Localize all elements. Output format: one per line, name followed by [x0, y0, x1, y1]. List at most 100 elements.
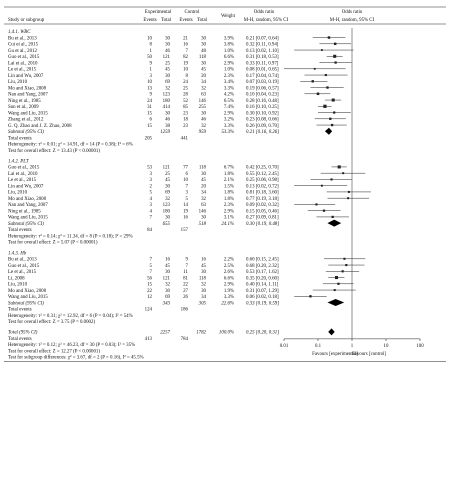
g0-study-11-events-exp: 31 — [147, 105, 152, 110]
g0-study-11-name: Sun et al., 2009 — [8, 105, 39, 110]
g1-study-1-name: Lai et al., 2010 — [8, 172, 38, 177]
g0-study-11-or-ci: 0.16 [0.10, 0.25] — [246, 105, 279, 110]
subgroup-1-diamond — [327, 219, 342, 227]
g2-study-3-total-exp: 121 — [163, 276, 171, 281]
g1-study-1-or-ci: 0.55 [0.12, 2.45] — [246, 172, 279, 177]
g2-study-4-point — [337, 282, 340, 285]
g0-study-9-total-exp: 123 — [163, 93, 171, 98]
g0-study-8-total-ctl: 32 — [201, 86, 206, 91]
total-events-label: Total events — [8, 337, 32, 342]
g0-study-7-weight: 3.4% — [224, 80, 234, 85]
g1-study-0-weight: 6.7% — [224, 166, 234, 171]
g0-study-5-or-ci: 0.08 [0.01, 0.65] — [246, 68, 279, 73]
g0-study-5-point — [313, 67, 316, 70]
g0-study-13-total-ctl: 46 — [201, 118, 206, 123]
g2-study-4-total-exp: 32 — [165, 283, 170, 288]
g0-study-5-name: Le et al., 2015 — [8, 68, 37, 73]
g2-study-0-or-ci: 0.60 [0.15, 2.45] — [246, 258, 279, 263]
g0-study-7-point — [311, 80, 314, 83]
subgroup-1-total-events-ctl: 157 — [181, 228, 189, 233]
g1-study-1-total-ctl: 30 — [201, 172, 206, 177]
g1-study-3-events-exp: 2 — [150, 184, 153, 189]
total-weight: 100.0% — [219, 331, 234, 336]
total-total-ctl: 1782 — [196, 331, 206, 336]
g2-study-1-events-exp: 5 — [150, 264, 153, 269]
g0-study-6-total-ctl: 20 — [201, 74, 206, 79]
subgroup-0-label: 1.4.1. WBC — [8, 30, 31, 35]
subgroup-0-subtotal-label: Subtotal (95% CI) — [8, 130, 44, 135]
g0-study-10-total-exp: 180 — [163, 99, 171, 104]
g0-study-14-total-exp: 38 — [165, 124, 170, 129]
g1-study-5-total-ctl: 32 — [201, 197, 206, 202]
header-study: Study or subgroup — [8, 18, 45, 23]
g0-study-9-name: Nan and Yang, 2007 — [8, 93, 48, 98]
g2-study-3-weight: 6.6% — [224, 276, 234, 281]
g2-study-1-point — [345, 263, 348, 267]
g0-study-7-total-exp: 69 — [165, 80, 170, 85]
g0-study-8-events-ctl: 25 — [183, 86, 188, 91]
g1-study-8-total-ctl: 30 — [201, 216, 206, 221]
g0-study-13-weight: 3.2% — [224, 118, 234, 123]
g2-study-6-point — [309, 295, 312, 298]
g1-study-8-or-ci: 0.27 [0.09, 0.81] — [246, 216, 279, 221]
g2-study-3-name: Li, 2008 — [8, 276, 25, 281]
g1-study-0-events-ctl: 77 — [183, 166, 188, 171]
header-events-exp: Events — [143, 18, 156, 23]
g1-study-1-total-exp: 25 — [165, 172, 170, 177]
x-tick-label-0: 0.01 — [280, 344, 289, 349]
g1-study-5-total-exp: 32 — [165, 197, 170, 202]
g0-study-9-or-ci: 0.10 [0.04, 0.23] — [246, 93, 279, 98]
g1-study-6-total-exp: 123 — [163, 203, 171, 208]
g0-study-10-events-ctl: 52 — [183, 99, 188, 104]
g0-study-6-weight: 2.3% — [224, 74, 234, 79]
total-events-ctl: 784 — [181, 337, 189, 342]
subgroup-1-subtotal-label: Subtotal (95% CI) — [8, 222, 44, 227]
g1-study-7-name: Ning et al., 1985 — [8, 209, 41, 214]
g0-study-0-or-ci: 0.21 [0.07, 0.64] — [246, 36, 279, 41]
g2-study-5-events-exp: 22 — [147, 289, 152, 294]
subgroup-2-subtotal-total-exp: 343 — [163, 301, 171, 306]
g0-study-14-total-ctl: 32 — [201, 124, 206, 129]
g0-study-12-weight: 2.9% — [224, 111, 234, 116]
g0-study-0-total-ctl: 30 — [201, 36, 206, 41]
g2-study-0-events-ctl: 9 — [186, 258, 189, 263]
subgroup-0-subtotal-or-ci: 0.21 [0.16, 0.26] — [246, 130, 279, 135]
subgroup-2-overall-effect: Test for overall effect: Z = 3.75 (P = 0… — [8, 320, 95, 325]
g2-study-2-total-ctl: 30 — [201, 270, 206, 275]
g0-study-10-events-exp: 24 — [147, 99, 152, 104]
g0-study-1-name: Cui et al., 2015 — [8, 43, 39, 48]
g0-study-4-total-exp: 25 — [165, 61, 170, 66]
total-diamond — [328, 328, 335, 336]
g1-study-2-point — [330, 178, 333, 181]
total-overall-effect: Test for overall effect: Z = 12.27 (P < … — [8, 349, 100, 354]
g1-study-8-point — [331, 215, 334, 219]
g0-study-0-total-exp: 30 — [165, 36, 170, 41]
g1-study-4-or-ci: 0.81 [0.18, 3.60] — [246, 191, 279, 196]
g0-study-12-or-ci: 0.30 [0.10, 0.92] — [246, 111, 279, 116]
g0-study-12-events-ctl: 23 — [183, 111, 188, 116]
g1-study-4-point — [347, 190, 350, 193]
g0-study-5-events-ctl: 10 — [183, 68, 188, 73]
g0-study-3-or-ci: 0.31 [0.18, 0.53] — [246, 55, 279, 60]
g0-study-7-total-ctl: 34 — [201, 80, 206, 85]
g0-study-6-point — [324, 73, 327, 77]
x-label-favours-control: Favours [control] — [352, 352, 386, 357]
subgroup-1-subtotal-total-exp: 655 — [163, 222, 171, 227]
g0-study-8-events-exp: 13 — [147, 86, 152, 91]
subgroup-1-total-events-label: Total events — [8, 228, 32, 233]
g2-study-6-or-ci: 0.06 [0.02, 0.18] — [246, 295, 279, 300]
g1-study-5-or-ci: 0.77 [0.19, 3.18] — [246, 197, 279, 202]
g0-study-2-total-ctl: 48 — [201, 49, 206, 54]
g2-study-1-total-ctl: 45 — [201, 264, 206, 269]
g0-study-10-name: Ning et al., 1985 — [8, 99, 41, 104]
g2-study-4-weight: 2.9% — [224, 283, 234, 288]
g2-study-2-or-ci: 0.53 [0.17, 1.62] — [246, 270, 279, 275]
g0-study-10-or-ci: 0.28 [0.16, 0.48] — [246, 99, 279, 104]
g0-study-13-total-exp: 46 — [165, 118, 170, 123]
g0-study-8-total-exp: 32 — [165, 86, 170, 91]
g0-study-1-total-exp: 30 — [165, 43, 170, 48]
g0-study-14-name: G. Q. Zhao and J. Z. Zhao, 2008 — [8, 124, 72, 129]
g1-study-5-events-exp: 4 — [150, 197, 153, 202]
g0-study-0-events-ctl: 21 — [183, 36, 188, 41]
g0-study-0-events-exp: 10 — [147, 36, 152, 41]
